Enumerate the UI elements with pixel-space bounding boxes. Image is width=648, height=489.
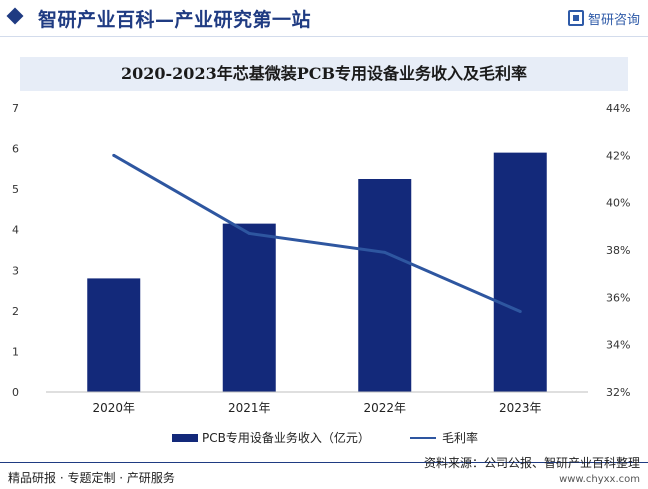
legend-item-margin: 毛利率 [410,429,478,446]
line-series [112,153,522,314]
left-tick-label: 4 [12,224,19,237]
x-tick-label: 2021年 [228,401,271,415]
header-divider [0,36,648,37]
x-axis: 2020年 2021年 2022年 2023年 [46,391,588,415]
legend-item-revenue: PCB专用设备业务收入（亿元） [172,429,370,446]
left-tick-label: 0 [12,386,19,399]
footer-url: www.chyxx.com [559,474,640,485]
bar-series [87,152,547,392]
left-tick-label: 1 [12,345,19,358]
line-point [383,250,387,254]
x-tick-label: 2020年 [92,401,135,415]
legend-line-swatch [410,436,436,439]
right-tick-label: 34% [606,339,630,352]
right-tick-label: 38% [606,244,630,257]
x-tick-label: 2023年 [499,401,542,415]
bar [493,152,547,392]
left-tick-label: 6 [12,143,19,156]
left-tick-label: 3 [12,264,19,277]
logo-name: 智研咨询 [587,12,640,28]
line-point [112,153,116,157]
footer-services: 精品研报 · 专题定制 · 产研服务 [8,471,175,485]
left-tick-label: 2 [12,305,19,318]
left-axis: 0 1 2 3 4 5 6 7 [12,102,19,399]
chart-title: 2020-2023年芯基微装PCB专用设备业务收入及毛利率 [121,64,527,83]
line-point [518,310,522,314]
logo-icon [567,10,584,26]
bar [87,278,141,392]
bar [222,223,276,392]
right-tick-label: 42% [606,149,630,162]
margin-line [113,154,521,313]
right-tick-label: 44% [606,102,630,115]
line-point [247,231,251,235]
brand-logo: 智研咨询 [567,8,640,28]
chart-title-banner: 2020-2023年芯基微装PCB专用设备业务收入及毛利率 [20,57,628,91]
x-tick-label: 2022年 [363,401,406,415]
right-tick-label: 40% [606,197,630,210]
bar [358,179,412,392]
legend: PCB专用设备业务收入（亿元） 毛利率 [0,429,648,447]
left-tick-label: 7 [12,102,19,115]
left-tick-label: 5 [12,183,19,196]
footer-rule [0,462,648,463]
footer-source: 资料来源：公司公报、智研产业百科整理 [423,456,640,470]
legend-label-margin: 毛利率 [442,431,479,445]
right-tick-label: 32% [606,386,630,399]
footer: 精品研报 · 专题定制 · 产研服务 资料来源：公司公报、智研产业百科整理 ww… [0,456,648,489]
legend-bar-swatch [172,433,198,442]
page-title: 智研产业百科—产业研究第一站 [38,9,312,31]
header: 智研产业百科—产业研究第一站 智研咨询 [0,0,648,36]
right-tick-label: 36% [606,291,630,304]
right-axis: 32% 34% 36% 38% 40% 42% 44% [606,102,630,399]
legend-label-revenue: PCB专用设备业务收入（亿元） [202,431,370,445]
